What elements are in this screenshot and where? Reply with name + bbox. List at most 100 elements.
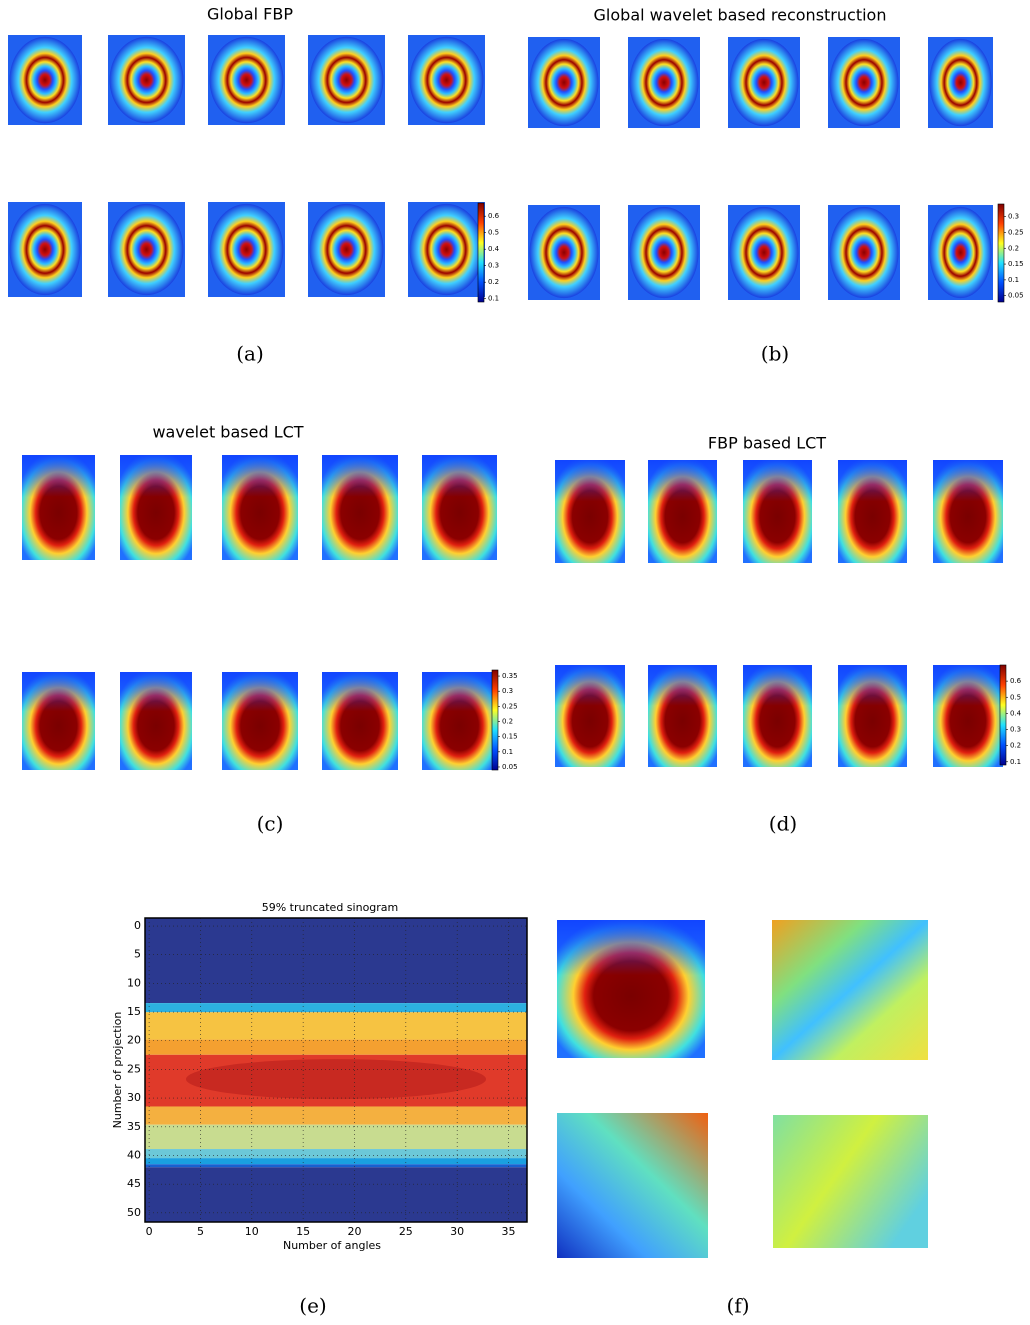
- colorbar-tick-label: 0.1: [1010, 758, 1021, 766]
- y-tick-label: 40: [127, 1148, 141, 1161]
- panel-caption: (d): [769, 812, 797, 836]
- colorbar-tick-label: 0.5: [488, 229, 499, 237]
- colorbar-tick-label: 0.3: [1008, 213, 1019, 221]
- colorbar-tick-label: 0.2: [1010, 742, 1021, 750]
- image-ring: [9, 204, 80, 295]
- panel-caption: (e): [299, 1294, 326, 1318]
- colorbar-tick-label: 0.15: [1008, 260, 1024, 268]
- image-ring: [310, 204, 384, 295]
- colorbar-tick-label: 0.2: [502, 718, 513, 726]
- image-shade: [322, 672, 398, 770]
- colorbar-tick-label: 0.3: [1010, 726, 1021, 734]
- x-tick-label: 0: [146, 1225, 153, 1238]
- x-tick-label: 20: [347, 1225, 361, 1238]
- image-ring: [729, 207, 798, 298]
- y-tick-label: 35: [127, 1120, 141, 1133]
- colorbar-tick-label: 0.1: [488, 295, 499, 303]
- image-ring: [210, 37, 284, 123]
- sinogram-band: [145, 1164, 527, 1167]
- chart-title: 59% truncated sinogram: [262, 901, 399, 914]
- image-shade: [557, 920, 705, 1058]
- panel-caption: (a): [236, 342, 264, 366]
- image-shade: [222, 455, 298, 560]
- sinogram-band: [145, 1106, 527, 1124]
- colorbar-tick-label: 0.4: [488, 245, 500, 253]
- sinogram-band: [145, 1012, 527, 1039]
- y-tick-label: 20: [127, 1034, 141, 1047]
- colorbar: [998, 204, 1004, 302]
- image-ring: [110, 37, 184, 123]
- x-axis-label: Number of angles: [283, 1239, 381, 1252]
- image-ring: [210, 204, 284, 295]
- colorbar: [478, 203, 484, 302]
- colorbar-tick-label: 0.6: [1010, 677, 1022, 685]
- image-shade: [933, 460, 1003, 563]
- image-texture: [773, 1115, 928, 1248]
- image-ring: [829, 39, 898, 126]
- colorbar-tick-label: 0.1: [1008, 276, 1019, 284]
- image-ring: [929, 39, 991, 126]
- x-tick-label: 5: [197, 1225, 204, 1238]
- sinogram-band: [145, 1158, 527, 1164]
- image-shade: [422, 672, 497, 770]
- colorbar-tick-label: 0.2: [1008, 244, 1019, 252]
- sinogram-band: [145, 1167, 527, 1222]
- image-shade: [838, 665, 907, 767]
- panel-caption: (f): [726, 1294, 749, 1318]
- colorbar-tick-label: 0.25: [1008, 228, 1024, 236]
- x-tick-label: 30: [450, 1225, 464, 1238]
- image-shade: [743, 460, 812, 563]
- image-ring: [529, 207, 598, 298]
- y-tick-label: 50: [127, 1206, 141, 1219]
- image-shade: [648, 665, 717, 767]
- colorbar-tick-label: 0.5: [1010, 693, 1021, 701]
- sinogram-shade: [186, 1059, 486, 1099]
- image-ring: [629, 39, 698, 126]
- sinogram-band: [145, 1125, 527, 1149]
- colorbar-tick-label: 0.1: [502, 748, 513, 756]
- y-axis-label: Number of projection: [111, 1012, 124, 1129]
- y-tick-label: 5: [134, 948, 141, 961]
- y-tick-label: 30: [127, 1091, 141, 1104]
- image-ring: [829, 207, 898, 298]
- image-shade: [322, 455, 398, 560]
- colorbar-tick-label: 0.3: [502, 687, 513, 695]
- image-shade: [555, 460, 625, 563]
- image-ring: [410, 37, 484, 123]
- image-shade: [555, 665, 625, 767]
- image-ring: [929, 207, 991, 298]
- sinogram-band: [145, 1003, 527, 1012]
- sinogram-band: [145, 918, 527, 1003]
- x-tick-label: 25: [399, 1225, 413, 1238]
- x-tick-label: 10: [245, 1225, 259, 1238]
- figure: Global FBP0.10.20.30.40.50.6(a)Global wa…: [0, 0, 1030, 1325]
- image-ring: [310, 37, 384, 123]
- image-shade: [648, 460, 717, 563]
- image-shade: [838, 460, 907, 563]
- image-ring: [729, 39, 798, 126]
- y-tick-label: 25: [127, 1062, 141, 1075]
- image-shade: [22, 672, 95, 770]
- colorbar-tick-label: 0.05: [502, 763, 518, 771]
- image-shade: [222, 672, 298, 770]
- image-ring: [110, 204, 184, 295]
- image-ring: [629, 207, 698, 298]
- y-tick-label: 45: [127, 1177, 141, 1190]
- panel-title: Global FBP: [207, 5, 293, 24]
- image-texture: [772, 920, 928, 1060]
- colorbar: [1000, 665, 1006, 765]
- colorbar-tick-label: 0.25: [502, 702, 518, 710]
- image-ring: [529, 39, 598, 126]
- sinogram-band: [145, 1149, 527, 1158]
- colorbar: [492, 670, 498, 770]
- colorbar-tick-label: 0.35: [502, 672, 518, 680]
- colorbar-tick-label: 0.15: [502, 733, 518, 741]
- sinogram-band: [145, 1040, 527, 1055]
- image-shade: [120, 672, 192, 770]
- image-shade: [743, 665, 812, 767]
- y-tick-label: 15: [127, 1005, 141, 1018]
- image-shade: [422, 455, 497, 560]
- colorbar-tick-label: 0.3: [488, 262, 499, 270]
- image-ring: [410, 204, 484, 295]
- image-shade: [22, 455, 95, 560]
